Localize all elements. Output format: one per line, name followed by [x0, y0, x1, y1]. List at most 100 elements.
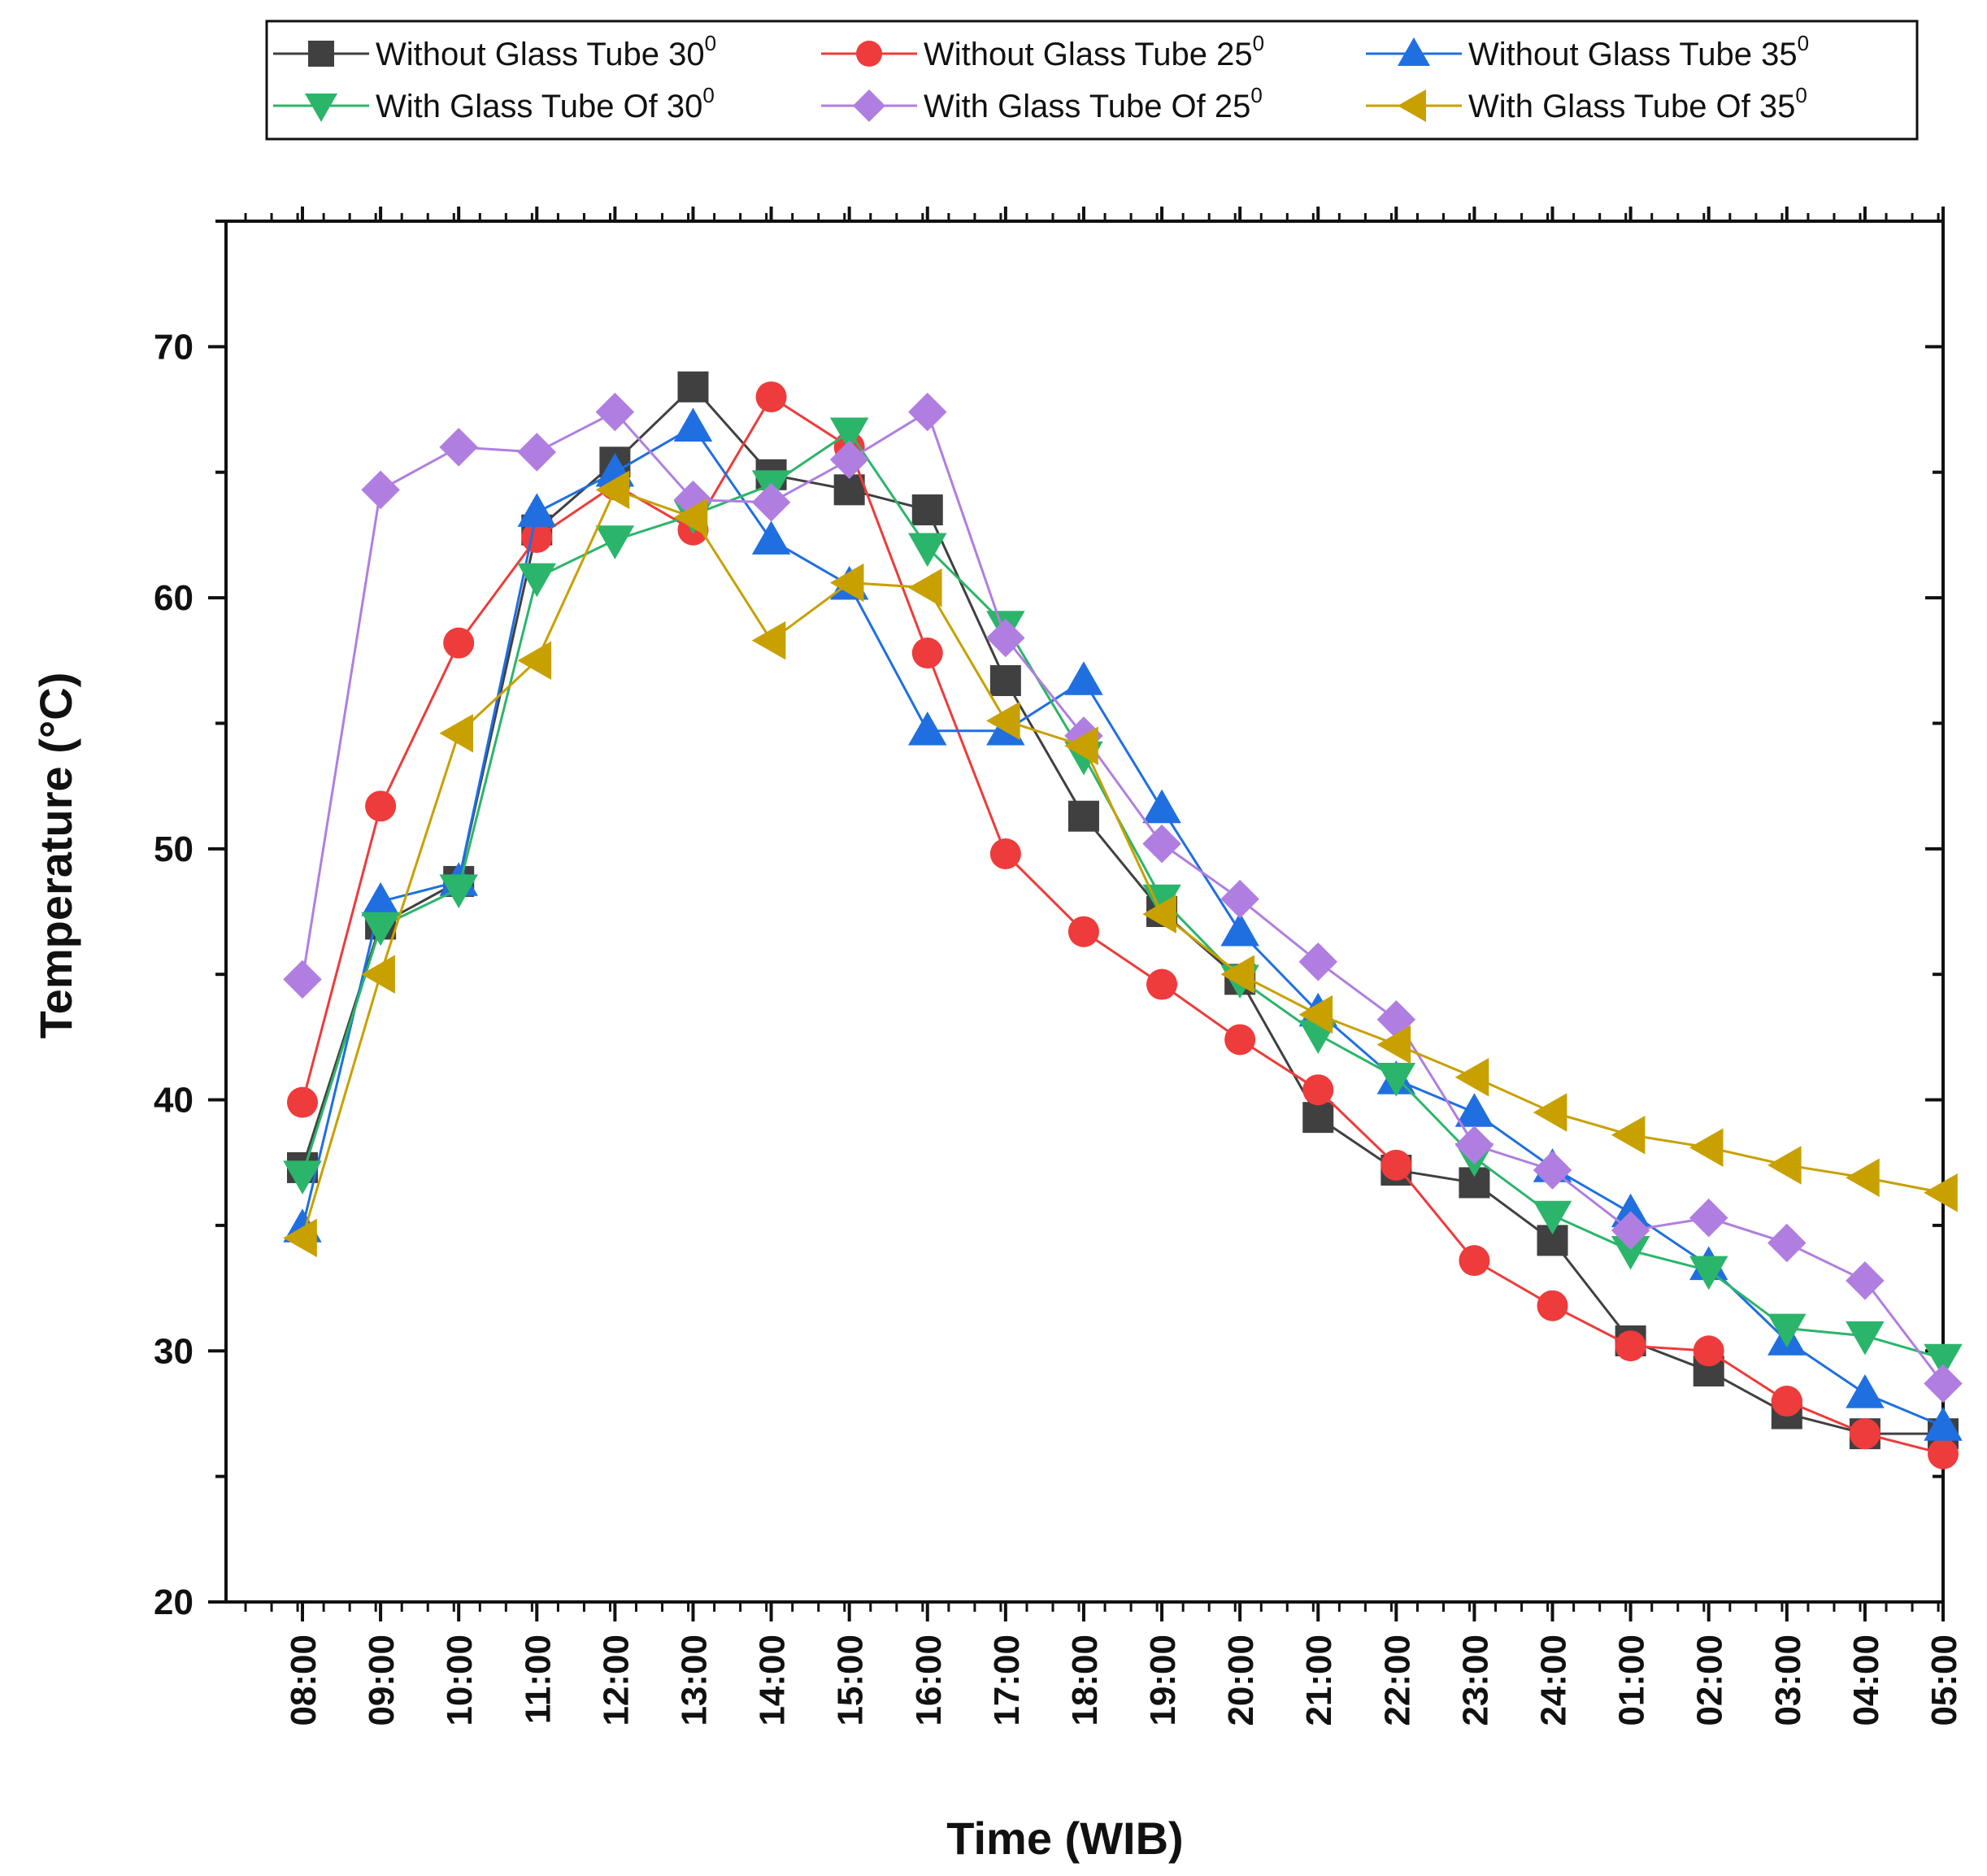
data-point: [1924, 1173, 1958, 1212]
data-point: [1533, 1151, 1572, 1190]
data-point: [361, 912, 400, 947]
series-line: [301, 395, 1944, 1456]
data-point: [1380, 1149, 1412, 1181]
data-point: [1142, 894, 1176, 934]
y-axis-tick-labels: 20 30 40 50 60 70: [154, 327, 193, 1622]
data-point: [1846, 1158, 1880, 1198]
legend-label: Without Glass Tube 300: [376, 31, 716, 72]
x-tick-label: 22:00: [1377, 1634, 1417, 1726]
data-point: [1302, 1074, 1334, 1106]
data-point: [1611, 1235, 1650, 1270]
data-point: [908, 568, 942, 607]
x-tick-label: 08:00: [284, 1634, 324, 1726]
data-point: [833, 474, 865, 506]
data-point: [361, 881, 400, 916]
data-point: [986, 701, 1020, 741]
y-tick-label: 20: [154, 1582, 193, 1622]
data-point: [1537, 1290, 1568, 1321]
data-point: [1928, 1438, 1959, 1469]
x-tick-label: 24:00: [1534, 1634, 1574, 1726]
legend-superscript: 0: [1798, 31, 1809, 55]
legend-superscript: 0: [705, 31, 716, 55]
series-5: [283, 392, 1963, 1404]
legend-marker: [1398, 37, 1430, 66]
data-point: [595, 525, 635, 559]
data-point: [1767, 1146, 1802, 1185]
y-tick-label: 30: [154, 1331, 193, 1371]
data-point: [986, 618, 1025, 658]
plot-frame: [224, 220, 1945, 1604]
x-tick-label: 16:00: [909, 1634, 949, 1726]
data-point: [1454, 1125, 1494, 1164]
data-point: [1771, 1386, 1802, 1417]
data-point: [1298, 942, 1337, 982]
data-point: [439, 874, 478, 908]
data-point: [1376, 1025, 1411, 1064]
legend-label: Without Glass Tube 250: [924, 31, 1264, 72]
legend-label: With Glass Tube Of 350: [1468, 83, 1807, 124]
y-axis-title: Temperature (°C): [30, 672, 81, 1039]
data-point: [829, 563, 864, 603]
data-point: [1459, 1245, 1490, 1277]
series-line: [301, 425, 1944, 1428]
data-point: [1067, 916, 1099, 947]
data-point: [911, 638, 943, 669]
data-point: [1767, 1223, 1807, 1263]
data-point: [751, 520, 791, 555]
data-point: [989, 664, 1021, 696]
data-point: [1067, 800, 1099, 832]
data-point: [1302, 1102, 1334, 1134]
x-tick-label: 12:00: [596, 1634, 636, 1726]
data-point: [517, 493, 557, 527]
data-point: [911, 494, 943, 526]
data-point: [439, 428, 478, 467]
x-tick-label: 19:00: [1143, 1634, 1183, 1726]
data-point: [1611, 1193, 1650, 1228]
x-tick-label: 11:00: [518, 1634, 558, 1724]
data-point: [1611, 1211, 1650, 1250]
data-point: [1846, 1261, 1885, 1300]
data-point: [1924, 1343, 1963, 1378]
data-point: [1298, 995, 1333, 1034]
data-point: [1846, 1374, 1885, 1408]
data-point: [1689, 1256, 1728, 1291]
data-point: [677, 371, 709, 403]
legend-item: With Glass Tube Of 250: [821, 83, 1263, 124]
legend-label: Without Glass Tube 350: [1468, 31, 1809, 72]
legend-marker: [856, 41, 882, 67]
series-group: [283, 371, 1963, 1469]
x-tick-label: 02:00: [1690, 1634, 1730, 1726]
data-point: [1533, 1093, 1567, 1132]
legend-marker: [1398, 89, 1426, 122]
series-6: [283, 470, 1958, 1258]
x-tick-label: 03:00: [1768, 1634, 1808, 1726]
data-point: [1849, 1418, 1880, 1450]
data-point: [1064, 726, 1098, 765]
data-point: [1846, 1321, 1885, 1356]
x-tick-label: 15:00: [831, 1634, 871, 1726]
data-point: [673, 407, 713, 442]
x-tick-label: 14:00: [753, 1634, 793, 1726]
x-tick-label: 05:00: [1924, 1634, 1964, 1726]
y-tick-label: 40: [154, 1081, 193, 1121]
x-tick-label: 18:00: [1065, 1634, 1105, 1726]
data-point: [908, 533, 947, 568]
legend-marker: [853, 89, 885, 122]
legend-superscript: 0: [1250, 83, 1262, 107]
legend-marker: [305, 94, 337, 122]
x-axis-tick-labels: 08:00 09:00 10:00 11:00 12:00 13:00 14:00 15:00…: [284, 1634, 1964, 1726]
data-point: [751, 483, 791, 522]
data-point: [1533, 1200, 1572, 1235]
legend: Without Glass Tube 300 Without Glass Tube…: [273, 31, 1809, 124]
x-tick-label: 01:00: [1612, 1634, 1652, 1726]
series-2: [287, 381, 1959, 1469]
data-point: [1064, 661, 1103, 695]
data-point: [1220, 879, 1259, 919]
data-point: [908, 392, 947, 432]
legend-item: With Glass Tube Of 300: [273, 83, 715, 124]
y-tick-label: 50: [154, 829, 193, 869]
data-point: [517, 641, 552, 681]
data-point: [517, 563, 557, 598]
data-point: [283, 1160, 322, 1195]
data-point: [361, 470, 400, 510]
